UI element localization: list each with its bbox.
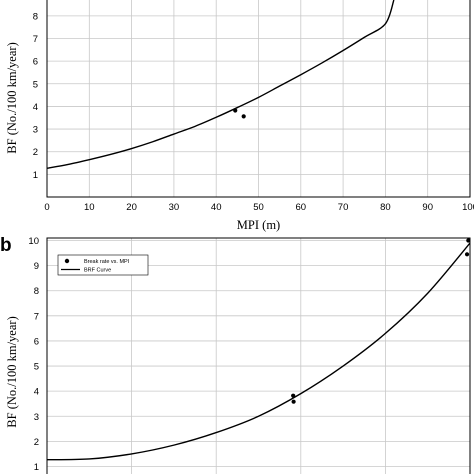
panel-a-y-tick-labels: 1 2 3 4 5 6 7 8 [33, 11, 38, 181]
legend-entry-scatter: Break rate vs. MPI [84, 259, 130, 265]
x-tick-label: 20 [126, 202, 137, 213]
y-tick-label: 4 [34, 387, 39, 398]
panel-b-letter: b [0, 235, 12, 256]
x-tick-label: 80 [380, 202, 391, 213]
x-tick-label: 100 [462, 202, 474, 213]
data-point [233, 108, 238, 113]
y-tick-label: 6 [33, 57, 38, 68]
x-tick-label: 90 [422, 202, 433, 213]
panel-b-data-points [291, 238, 471, 404]
data-point [241, 114, 246, 119]
x-tick-label: 60 [296, 202, 307, 213]
y-tick-label: 4 [33, 102, 38, 113]
x-tick-label: 40 [211, 202, 222, 213]
y-tick-label: 1 [33, 170, 38, 181]
y-tick-label: 5 [33, 79, 38, 90]
y-tick-label: 3 [33, 125, 38, 136]
data-point [464, 252, 470, 257]
panel-b-y-tick-labels: 1 2 3 4 5 6 7 8 9 10 [28, 236, 39, 473]
x-tick-label: 50 [253, 202, 264, 213]
panel-a-x-tick-labels: 0 10 20 30 40 50 60 70 80 90 100 [44, 202, 474, 213]
y-tick-label: 2 [34, 437, 39, 448]
panel-b: b 1 2 3 4 5 6 7 8 9 10 Break rate vs. MPI BRF Cur… [0, 235, 471, 474]
y-tick-label: 6 [34, 336, 39, 347]
panel-b-plot-frame [46, 237, 471, 474]
panel-a-x-axis-label: MPI (m) [237, 218, 280, 232]
panel-a-gridlines [46, 0, 471, 197]
y-tick-label: 8 [33, 11, 38, 22]
y-tick-label: 2 [33, 147, 38, 158]
legend-entry-line: BRF Curve [84, 268, 111, 274]
panel-b-y-axis-label: BF (No./100 km/year) [5, 316, 19, 427]
panel-b-brf-curve [46, 242, 471, 461]
data-point [291, 393, 296, 398]
data-point [291, 399, 296, 404]
data-point [466, 238, 471, 243]
panel-b-legend: Break rate vs. MPI BRF Curve [57, 254, 149, 276]
panel-a-data-points [233, 108, 246, 119]
y-tick-label: 5 [34, 362, 39, 373]
y-tick-label: 9 [34, 261, 39, 272]
panel-a-y-axis-label: BF (No./100 km/year) [5, 42, 19, 153]
y-tick-label: 3 [34, 412, 39, 423]
y-tick-label: 7 [33, 34, 38, 45]
x-tick-label: 0 [44, 202, 49, 213]
x-tick-label: 70 [338, 202, 349, 213]
panel-a-fit-curve [46, 0, 395, 169]
panel-a-plot-frame [46, 0, 471, 198]
legend-marker-scatter [64, 258, 70, 264]
legend-box [57, 254, 149, 276]
y-tick-label: 8 [34, 286, 39, 297]
y-tick-label: 1 [34, 462, 39, 473]
x-tick-label: 10 [84, 202, 95, 213]
x-tick-label: 30 [169, 202, 180, 213]
y-tick-label: 10 [28, 236, 39, 247]
y-tick-label: 7 [34, 311, 39, 322]
